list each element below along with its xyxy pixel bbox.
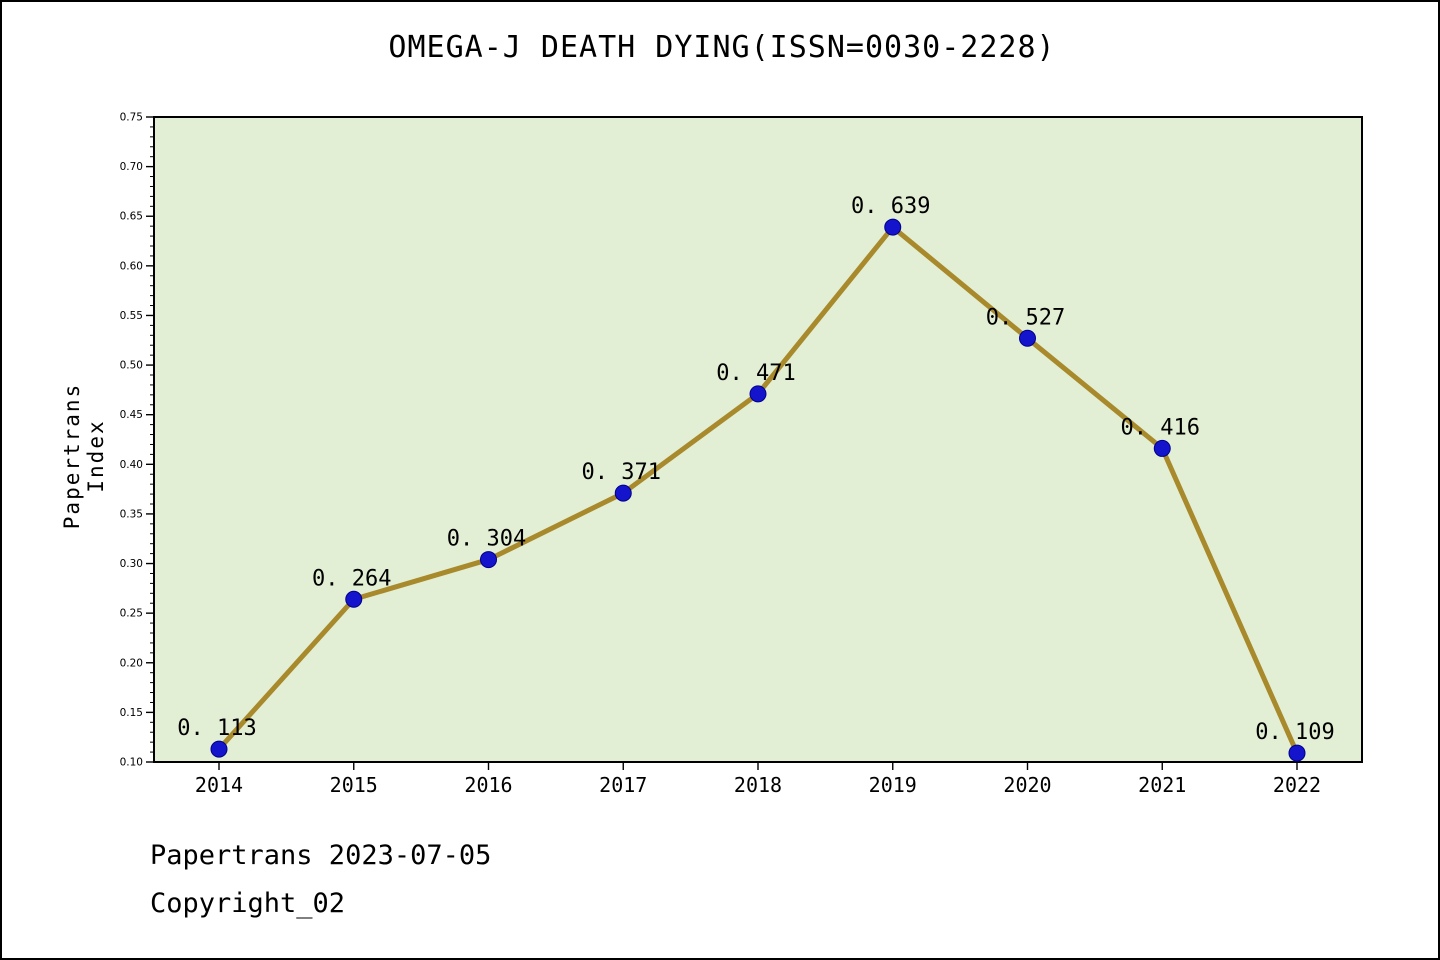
footer-generated-date: Papertrans 2023-07-05 <box>150 840 492 871</box>
y-tick-label: 0.25 <box>120 608 143 620</box>
y-tick-label: 0.55 <box>120 310 143 322</box>
data-point <box>1019 329 1036 347</box>
data-point <box>1153 439 1171 457</box>
data-point <box>614 484 632 502</box>
y-tick-label: 0.60 <box>120 260 143 272</box>
y-tick-label: 0.10 <box>120 757 143 769</box>
y-tick-label: 0.65 <box>120 211 143 223</box>
data-point <box>345 590 363 608</box>
x-tick-label: 2019 <box>869 773 917 797</box>
x-tick-label: 2022 <box>1273 773 1321 797</box>
y-tick-label: 0.50 <box>120 360 143 372</box>
y-tick-label: 0.45 <box>120 409 143 421</box>
chart-title: OMEGA-J DEATH DYING(ISSN=0030-2228) <box>388 30 1056 65</box>
y-tick-label: 0.35 <box>120 508 143 520</box>
x-tick-label: 2017 <box>599 773 647 797</box>
y-tick-label: 0.20 <box>120 657 143 669</box>
y-tick-label: 0.75 <box>120 112 143 124</box>
data-point-label: 0. 304 <box>447 527 526 552</box>
data-point-label: 0. 416 <box>1121 415 1200 440</box>
y-tick-label: 0.15 <box>120 707 143 719</box>
data-point-label: 0. 639 <box>851 194 930 219</box>
x-tick-label: 2020 <box>1003 773 1051 797</box>
x-tick-label: 2015 <box>330 773 378 797</box>
footer-copyright: Copyright_02 <box>150 888 346 919</box>
data-point-label: 0. 264 <box>312 566 391 591</box>
y-tick-label: 0.70 <box>120 161 143 173</box>
x-tick-label: 2014 <box>195 773 243 797</box>
data-point <box>1288 744 1306 762</box>
y-tick-label: 0.40 <box>120 459 143 471</box>
data-point-label: 0. 109 <box>1255 720 1334 745</box>
plot-area <box>153 116 1363 763</box>
data-point-label: 0. 371 <box>582 460 661 485</box>
x-tick-label: 2021 <box>1138 773 1186 797</box>
data-point <box>884 218 902 236</box>
data-point-label: 0. 471 <box>716 361 795 386</box>
x-tick-label: 2018 <box>734 773 782 797</box>
x-tick-label: 2016 <box>464 773 512 797</box>
data-point-label: 0. 113 <box>177 716 256 741</box>
data-point-label: 0. 527 <box>986 305 1065 330</box>
data-point <box>480 551 497 569</box>
data-point <box>210 740 228 758</box>
data-point <box>749 385 767 403</box>
y-tick-label: 0.30 <box>120 558 143 570</box>
